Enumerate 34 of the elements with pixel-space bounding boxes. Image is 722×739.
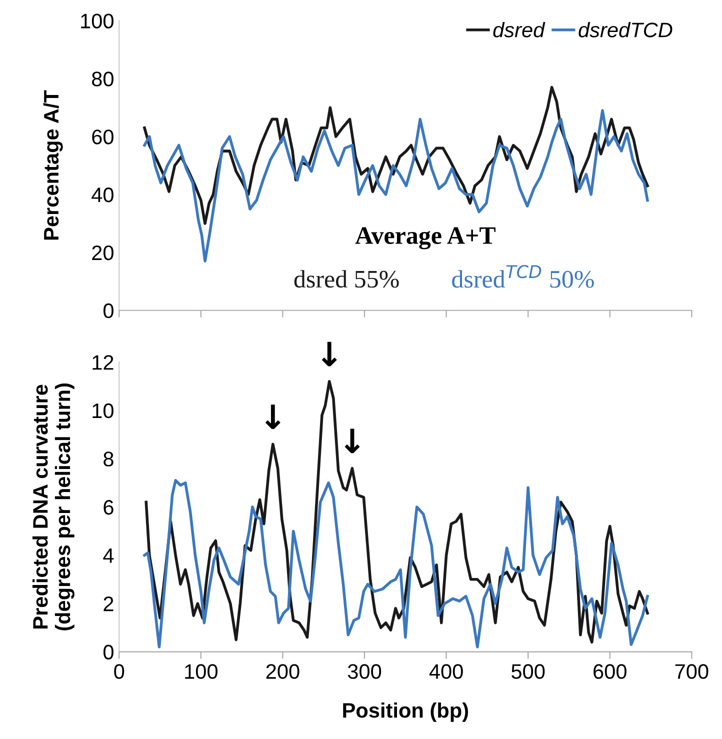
x-tick-label: 400 — [429, 664, 463, 679]
y-tick-label: 2 — [104, 596, 114, 612]
y-tick-label: 0 — [103, 303, 114, 318]
line-series — [143, 479, 649, 648]
annotation: ↓ — [265, 404, 280, 430]
x-tick-label: 300 — [348, 664, 382, 679]
y-axis-title: Percentage A/T — [43, 90, 63, 240]
y-tick-label: 20 — [92, 245, 114, 260]
y-tick-label: 4 — [103, 548, 114, 563]
annotation: ↓ — [322, 342, 337, 366]
x-tick-label: 700 — [675, 664, 708, 679]
legend-label: dsredTCD — [578, 22, 672, 38]
y-tick-label: 6 — [104, 500, 114, 515]
annotation: ↓ — [344, 428, 360, 454]
x-tick-label: 100 — [185, 664, 218, 679]
y-tick-label: 100 — [81, 14, 114, 28]
x-tick-label: 500 — [512, 664, 545, 679]
y-tick-label: 40 — [92, 188, 114, 202]
annotation: dsred 55% — [294, 270, 399, 288]
x-axis-title: Position (bp) — [343, 702, 468, 722]
y-tick-label: 0 — [103, 644, 114, 660]
line-series — [143, 109, 649, 263]
legend-label: dsred — [493, 22, 546, 38]
x-tick-label: 0 — [114, 664, 124, 679]
y-tick-label: 10 — [92, 403, 114, 418]
y-tick-label: 80 — [92, 72, 114, 86]
x-tick-label: 600 — [594, 664, 626, 679]
y-tick-label: 12 — [92, 355, 114, 370]
y-tick-label: 8 — [104, 452, 114, 466]
y-tick-label: 60 — [92, 130, 114, 144]
x-tick-label: 200 — [266, 664, 300, 679]
y-axis-title: Predicted DNA curvature (degrees per helical turn) — [32, 384, 74, 630]
annotation: dsred$^{TCD}$ 50% — [452, 264, 594, 288]
annotation: Average A+T — [355, 227, 496, 250]
